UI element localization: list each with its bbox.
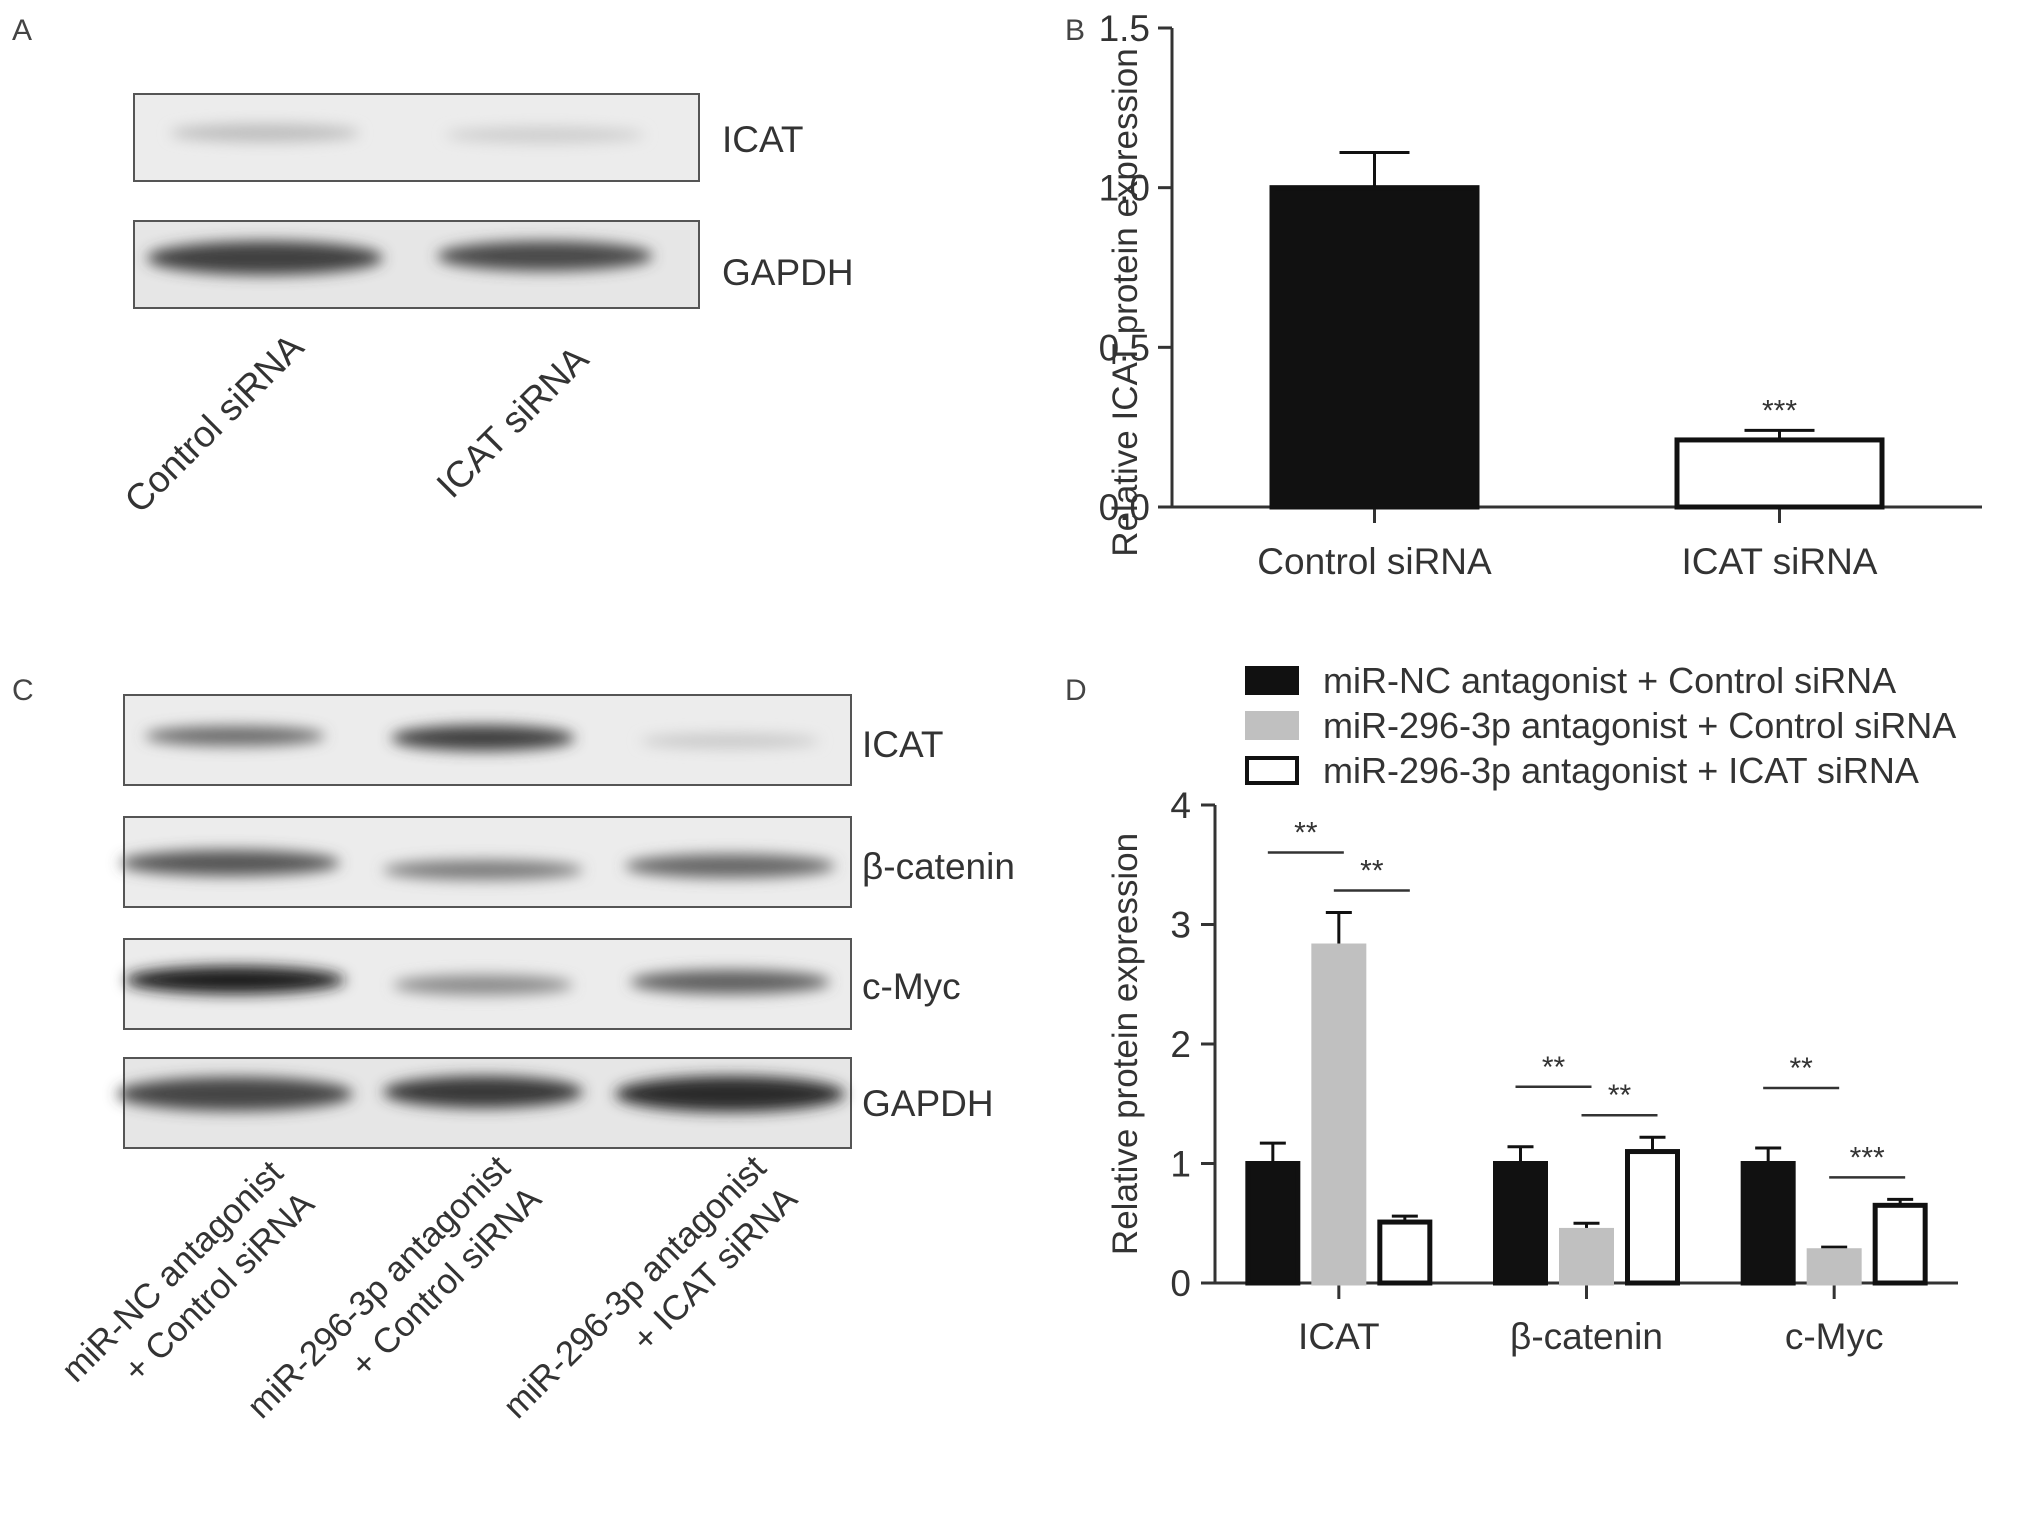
blot-c-gapdh [117, 1057, 852, 1149]
band-label-a-icat: ICAT [722, 119, 804, 160]
lane-label-c-3: miR-296-3p antagonist + ICAT siRNA [496, 1148, 806, 1426]
chart-b-x-tick-label: Control siRNA [1257, 541, 1492, 582]
chart-d-bar [1311, 943, 1367, 1286]
blot-a-icat [133, 93, 700, 182]
chart-d-legend-label: miR-NC antagonist + Control siRNA [1323, 660, 1896, 701]
band-label-c-gapdh: GAPDH [862, 1083, 994, 1124]
chart-b-bar [1269, 185, 1480, 510]
chart-d-bar [1625, 1149, 1680, 1286]
blot-c-beta-catenin [120, 816, 852, 908]
chart-d-significance-label: ** [1608, 1079, 1632, 1112]
band-label-c-icat: ICAT [862, 724, 944, 765]
chart-b-y-axis-label: Relative ICAT protein expression [1106, 48, 1145, 556]
chart-d-x-tick-label: β-catenin [1510, 1316, 1663, 1357]
panel-c: C ICAT β-catenin [12, 674, 1015, 1426]
chart-b-bar [1674, 437, 1885, 510]
chart-d-bar [1740, 1161, 1796, 1286]
panel-a-letter: A [12, 14, 32, 47]
chart-d-significance-label: *** [1850, 1141, 1885, 1174]
chart-d-bar [1493, 1161, 1548, 1286]
band-label-a-gapdh: GAPDH [722, 252, 854, 293]
chart-d-bar [1377, 1219, 1433, 1286]
blot-c-c-myc [123, 938, 852, 1030]
blot-a-gapdh [133, 220, 700, 309]
chart-d-x-tick-label: ICAT [1298, 1316, 1380, 1357]
chart-b-y-tick-label: 1.5 [1099, 8, 1150, 49]
band-label-c-beta-catenin: β-catenin [862, 846, 1015, 887]
chart-d-y-tick-label: 0 [1170, 1263, 1191, 1304]
band-label-c-c-myc: c-Myc [862, 966, 961, 1007]
lane-label-a-control: Control siRNA [117, 326, 312, 521]
chart-d-significance-label: ** [1360, 855, 1384, 888]
chart-d-y-tick-label: 3 [1170, 905, 1191, 946]
chart-b-y-tick-label: 0.5 [1099, 327, 1150, 368]
chart-d-legend-swatch [1245, 666, 1299, 695]
chart-d-significance-label: ** [1542, 1051, 1566, 1084]
panel-a: A ICAT GAPDH Control siRNA ICAT siRNA [12, 14, 854, 521]
chart-b: 0.0 0.5 1.0 1.5 Control siRNA ICAT siRNA *** Re… [1099, 8, 1982, 582]
blot-c-icat [123, 694, 852, 786]
panel-d-letter: D [1065, 674, 1087, 707]
chart-d-y-axis-label: Relative protein expression [1106, 833, 1145, 1255]
chart-b-y-tick-label: 0.0 [1099, 487, 1150, 528]
chart-b-y-tick-label: 1.0 [1099, 168, 1150, 209]
chart-d-significance-label: ** [1294, 817, 1318, 850]
chart-d-legend-label: miR-296-3p antagonist + Control siRNA [1323, 705, 1956, 746]
chart-d-bar [1872, 1202, 1928, 1286]
chart-d-bar [1245, 1161, 1301, 1286]
chart-d-x-tick-label: c-Myc [1785, 1316, 1884, 1357]
chart-d-legend-label: miR-296-3p antagonist + ICAT siRNA [1323, 750, 1919, 791]
chart-b-significance: *** [1762, 394, 1797, 427]
panel-b: B 0.0 0.5 1.0 1.5 Control siRNA ICAT siRNA ***… [1065, 8, 1982, 582]
panel-b-letter: B [1065, 14, 1085, 47]
chart-d-bar [1806, 1248, 1862, 1286]
panel-c-letter: C [12, 674, 34, 707]
lane-label-a-icat: ICAT siRNA [429, 338, 597, 506]
chart-d-significance-label: ** [1789, 1052, 1813, 1085]
chart-d-y-tick-label: 1 [1170, 1144, 1191, 1185]
chart-d-bar [1559, 1227, 1614, 1286]
lane-label-c-3-line1: miR-296-3p antagonist [496, 1148, 774, 1426]
chart-d-legend-swatch [1245, 756, 1299, 785]
chart-d-y-tick-label: 4 [1170, 785, 1191, 826]
chart-d-y-tick-label: 2 [1170, 1024, 1191, 1065]
chart-d-legend-swatch [1245, 711, 1299, 740]
chart-b-x-tick-label: ICAT siRNA [1682, 541, 1878, 582]
